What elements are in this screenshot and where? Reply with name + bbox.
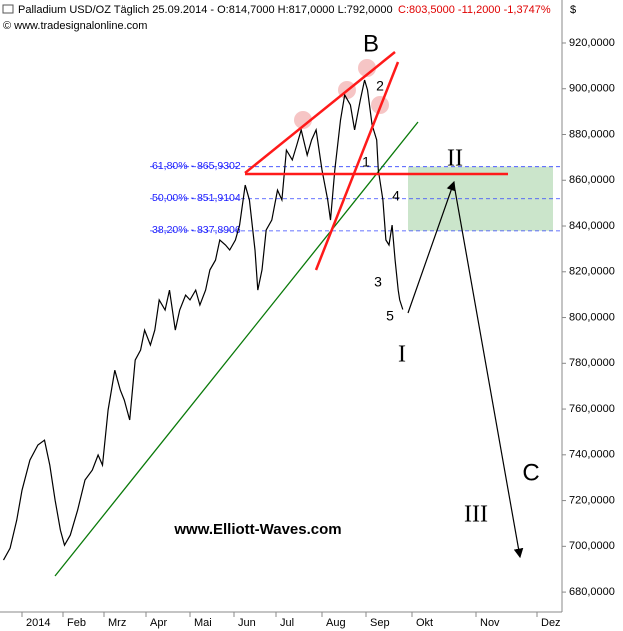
price-line: [2, 79, 404, 561]
annotation: 1: [362, 154, 370, 170]
highlight: [294, 111, 312, 129]
x-tick-label: Nov: [480, 617, 500, 629]
y-tick-label: 900,0000: [569, 83, 615, 95]
fib-label: 50,00% - 851,9104: [152, 192, 241, 204]
y-tick-label: 860,0000: [569, 174, 615, 186]
y-tick-label: 740,0000: [569, 449, 615, 461]
x-tick-label: Jun: [238, 617, 256, 629]
y-tick-label: 720,0000: [569, 494, 615, 506]
wedge-line: [244, 51, 396, 174]
x-tick-label: 2014: [26, 617, 50, 629]
annotation: C: [522, 459, 539, 486]
x-tick-label: Mrz: [108, 617, 126, 629]
y-tick-label: 780,0000: [569, 357, 615, 369]
y-tick-label: 820,0000: [569, 266, 615, 278]
x-tick-label: Okt: [416, 617, 433, 629]
source: © www.tradesignalonline.com: [3, 20, 147, 32]
annotation: B: [363, 30, 379, 57]
x-tick-label: Jul: [280, 617, 294, 629]
annotation: 5: [386, 308, 394, 324]
fib-label: 38,20% - 837,8906: [152, 224, 241, 236]
x-tick-label: Apr: [150, 617, 167, 629]
icon: [2, 4, 14, 14]
annotation: I: [398, 342, 406, 368]
x-tick-label: Sep: [370, 617, 390, 629]
annotation: II: [447, 146, 463, 172]
x-tick-label: Mai: [194, 617, 212, 629]
y-tick-label: 920,0000: [569, 37, 615, 49]
annotation: 4: [392, 188, 400, 204]
fib-label: 61,80% - 865,9302: [152, 160, 241, 172]
price-change: C:803,5000 -11,2000 -1,3747%: [398, 4, 551, 16]
y-tick-label: 800,0000: [569, 311, 615, 323]
x-tick-label: Dez: [541, 617, 561, 629]
x-tick-label: Feb: [67, 617, 86, 629]
wedge-line: [314, 61, 400, 271]
y-unit: $: [570, 4, 576, 16]
y-tick-label: 840,0000: [569, 220, 615, 232]
x-tick-label: Aug: [326, 617, 346, 629]
arrow: [454, 189, 524, 559]
annotation: III: [464, 502, 488, 528]
annotation: 3: [374, 274, 382, 290]
chart-title: Palladium USD/OZ Täglich 25.09.2014 - O:…: [18, 4, 393, 16]
y-tick-label: 680,0000: [569, 586, 615, 598]
y-tick-label: 880,0000: [569, 128, 615, 140]
y-tick-label: 700,0000: [569, 540, 615, 552]
arrow: [407, 180, 456, 314]
y-tick-label: 760,0000: [569, 403, 615, 415]
annotation: www.Elliott-Waves.com: [173, 521, 341, 538]
trend-line: [54, 121, 419, 577]
annotation: 2: [376, 78, 384, 94]
